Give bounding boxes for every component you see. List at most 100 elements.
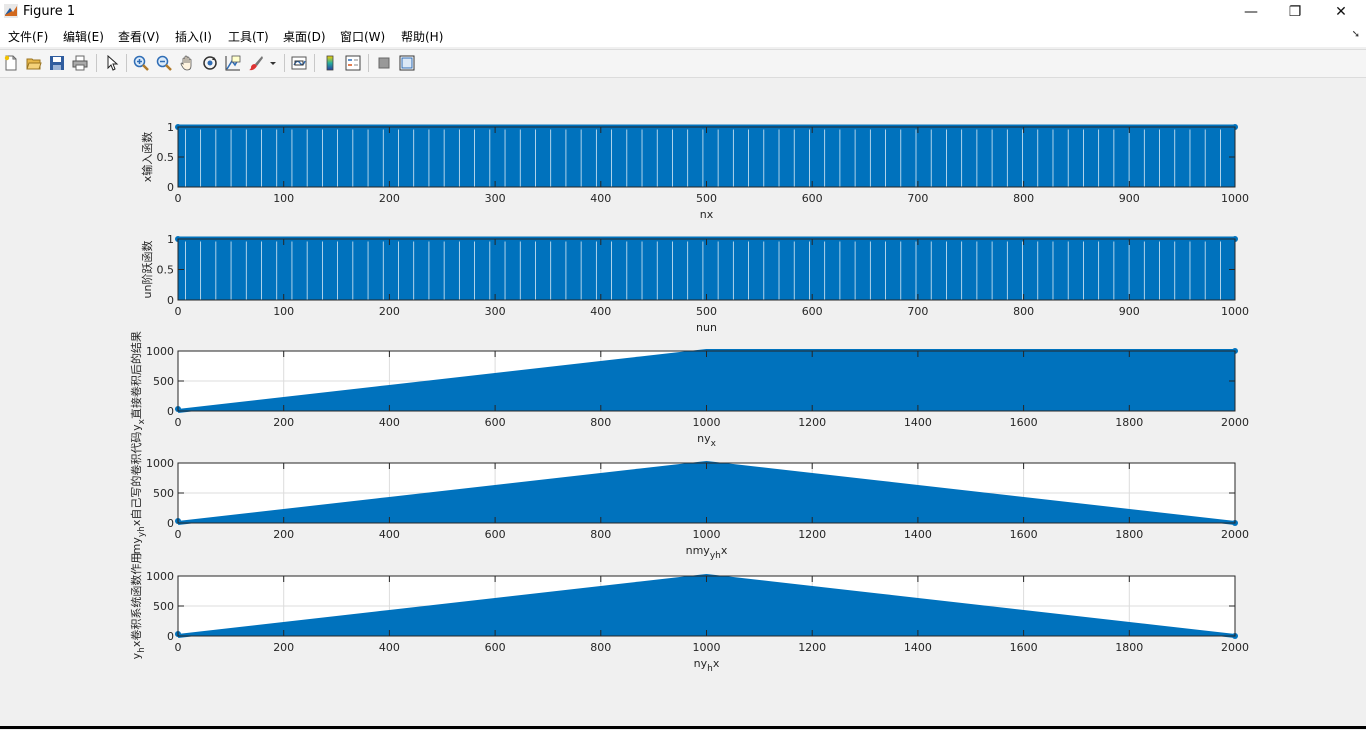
pan-hand-icon[interactable] (179, 55, 195, 71)
menu-window[interactable]: 窗口(W) (340, 30, 386, 44)
x-tick-label: 700 (907, 305, 928, 318)
brush-dropdown-icon[interactable] (268, 55, 278, 71)
x-tick-label: 800 (590, 641, 611, 654)
open-file-icon[interactable] (26, 55, 42, 71)
y-tick-label: 1000 (146, 457, 174, 470)
new-figure-icon[interactable] (3, 55, 19, 71)
menu-desktop[interactable]: 桌面(D) (283, 30, 326, 44)
x-tick-label: 400 (590, 192, 611, 205)
x-tick-label: 400 (379, 416, 400, 429)
x-tick-label: 300 (485, 305, 506, 318)
subplot-2: 0 100 200 300 400 500 600 700 800 900 1000 0 0.5 1 nun… (140, 233, 1249, 334)
x-tick-label: 2000 (1221, 416, 1249, 429)
data-cursor-icon[interactable] (225, 55, 241, 71)
x-axis-label: nx (700, 208, 714, 221)
brush-icon[interactable] (248, 55, 264, 71)
y-tick-label: 1000 (146, 345, 174, 358)
y-tick-label: 500 (153, 487, 174, 500)
stem-series-fill (178, 462, 1235, 523)
x-tick-label: 1600 (1010, 416, 1038, 429)
y-tick-label: 0.5 (157, 151, 175, 164)
x-tick-label: 1400 (904, 528, 932, 541)
menu-overflow-icon[interactable]: ➘ (1351, 29, 1360, 40)
menu-help[interactable]: 帮助(H) (401, 30, 444, 44)
legend-icon[interactable] (345, 55, 361, 71)
y-axis-label: un阶跃函数 (140, 241, 154, 299)
x-tick-label: 600 (485, 416, 506, 429)
y-tick-label: 0 (167, 405, 174, 418)
print-icon[interactable] (72, 55, 88, 71)
toolbar-separator (284, 54, 285, 72)
x-tick-label: 900 (1119, 192, 1140, 205)
figure-toolbar (0, 49, 1366, 78)
subplot-1: 0 100 200 300 400 500 600 700 800 900 1000 0 0.5 1 nx x… (140, 121, 1249, 221)
show-plot-tools-icon[interactable] (399, 55, 415, 71)
y-axis-label: yx直接卷积后的结果 (129, 331, 147, 431)
x-tick-label: 1200 (798, 416, 826, 429)
x-tick-label: 1600 (1010, 528, 1038, 541)
x-tick-label: 800 (1013, 305, 1034, 318)
x-tick-label: 0 (175, 416, 182, 429)
window-title: Figure 1 (23, 4, 76, 19)
y-tick-label: 0 (167, 181, 174, 194)
x-tick-label: 1000 (1221, 305, 1249, 318)
zoom-in-icon[interactable] (133, 55, 149, 71)
x-tick-label: 400 (379, 528, 400, 541)
menu-view[interactable]: 查看(V) (118, 30, 160, 44)
x-tick-label: 1000 (1221, 192, 1249, 205)
y-axis-label: yhx卷积系统函数作用 (129, 553, 147, 660)
save-icon[interactable] (49, 55, 65, 71)
colorbar-icon[interactable] (322, 55, 338, 71)
x-tick-label: 800 (590, 416, 611, 429)
menu-edit[interactable]: 编辑(E) (63, 30, 104, 44)
minimize-button[interactable]: — (1244, 4, 1258, 20)
x-tick-label: 600 (485, 641, 506, 654)
y-axis-label: myyhx自己写的卷积代码 (129, 432, 147, 555)
menu-insert[interactable]: 插入(I) (175, 30, 212, 44)
x-tick-label: 800 (590, 528, 611, 541)
y-tick-label: 0 (167, 517, 174, 530)
x-tick-label: 400 (379, 641, 400, 654)
menu-bar: 文件(F) 编辑(E) 查看(V) 插入(I) 工具(T) 桌面(D) 窗口(W… (0, 24, 1366, 47)
rotate-3d-icon[interactable] (202, 55, 218, 71)
x-tick-label: 2000 (1221, 528, 1249, 541)
x-tick-label: 1200 (798, 528, 826, 541)
x-tick-label: 500 (696, 192, 717, 205)
subplot-3: 0 200 400 600 800 1000 1200 1400 1600 1800 2000 0 50… (129, 331, 1249, 449)
y-tick-label: 1 (167, 121, 174, 134)
x-tick-label: 200 (273, 416, 294, 429)
toolbar-separator (96, 54, 97, 72)
x-tick-label: 1600 (1010, 641, 1038, 654)
x-tick-label: 100 (273, 305, 294, 318)
close-button[interactable]: ✕ (1335, 4, 1347, 20)
edit-plot-arrow-icon[interactable] (104, 55, 120, 71)
window-bottom-border (0, 726, 1366, 729)
x-tick-label: 0 (175, 305, 182, 318)
restore-button[interactable]: ❐ (1288, 4, 1302, 20)
link-plot-icon[interactable] (291, 55, 307, 71)
figure-canvas: 0 100 200 300 400 500 600 700 800 900 1000 0 0.5 1 nx x… (0, 78, 1366, 726)
x-tick-label: 200 (273, 641, 294, 654)
subplot-5: 0 200 400 600 800 1000 1200 1400 1600 1800 2000 0 50… (129, 553, 1249, 674)
menu-file[interactable]: 文件(F) (8, 30, 49, 44)
stem-series-fill (178, 127, 1235, 187)
x-axis-label: nyx (697, 432, 716, 449)
x-tick-label: 0 (175, 528, 182, 541)
x-tick-label: 600 (485, 528, 506, 541)
x-tick-label: 600 (802, 192, 823, 205)
y-axis-label: x输入函数 (140, 132, 154, 183)
hide-plot-tools-icon[interactable] (376, 55, 392, 71)
menu-tools[interactable]: 工具(T) (228, 30, 269, 44)
y-tick-label: 0.5 (157, 264, 175, 277)
x-axis-label: nun (696, 321, 717, 334)
x-tick-label: 200 (379, 192, 400, 205)
x-tick-label: 100 (273, 192, 294, 205)
title-bar: Figure 1 — ❐ ✕ (0, 0, 1366, 24)
y-tick-label: 1000 (146, 570, 174, 583)
x-tick-label: 400 (590, 305, 611, 318)
zoom-out-icon[interactable] (156, 55, 172, 71)
x-tick-label: 2000 (1221, 641, 1249, 654)
x-tick-label: 1400 (904, 416, 932, 429)
x-tick-label: 1000 (693, 641, 721, 654)
y-tick-label: 500 (153, 600, 174, 613)
